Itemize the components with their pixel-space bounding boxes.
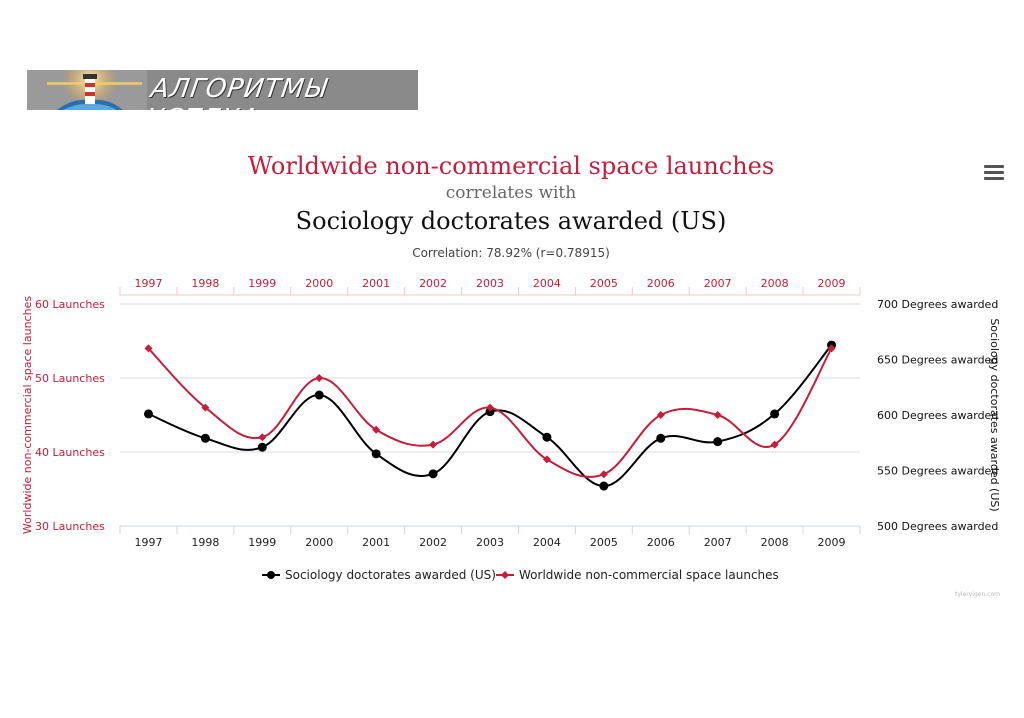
x-tick-label: 1998 [191,536,219,549]
x-tick-label-top: 1998 [191,277,219,290]
data-point [314,390,324,400]
x-tick-label: 2006 [647,536,675,549]
data-point [428,469,438,479]
x-tick-label: 2007 [704,536,732,549]
data-point [770,440,779,449]
data-point [371,449,381,459]
data-point [144,344,153,353]
data-point [713,437,723,447]
x-tick-label-top: 2004 [533,277,561,290]
data-point [200,433,210,443]
x-tick-label-top: 2005 [590,277,618,290]
x-tick-label-top: 2002 [419,277,447,290]
data-point [542,455,551,464]
x-tick-label-top: 2001 [362,277,390,290]
y-left-tick-label: 60 Launches [35,298,105,311]
x-tick-label: 2005 [590,536,618,549]
x-tick-label-top: 2008 [761,277,789,290]
data-point [485,407,495,417]
plot-area: 1997 1997 1998 1998 1999 1999 2000 2000 2001 2001… [21,277,1001,549]
x-tick-label: 2001 [362,536,390,549]
chart-title-2: Sociology doctorates awarded (US) [296,207,727,235]
legend-marker [267,571,275,579]
x-tick-label: 2008 [761,536,789,549]
data-point [599,481,609,491]
x-tick-label-top: 2000 [305,277,333,290]
data-point [486,403,494,412]
x-tick-label: 1997 [134,536,162,549]
x-tick-label-top: 2007 [704,277,732,290]
x-tick-label-top: 2006 [647,277,675,290]
y-right-tick-label: 700 Degrees awarded [877,298,998,311]
y-right-tick-label: 650 Degrees awarded [877,354,998,367]
y-left-tick-label: 30 Launches [35,520,105,533]
data-point [429,440,438,449]
data-point [258,433,267,442]
lighthouse-icon [27,70,147,110]
logo-banner: АЛГОРИТМЫ УСПЕХА [27,70,418,110]
y-right-tick-label: 500 Degrees awarded [877,520,998,533]
x-tick-label-top: 1997 [134,277,162,290]
x-tick-label: 2004 [533,536,561,549]
x-tick-label: 1999 [248,536,276,549]
x-tick-label-top: 2009 [818,277,846,290]
credit-text: tylervigen.com [955,591,1000,598]
data-point [827,344,836,353]
x-tick-label-top: 2003 [476,277,504,290]
x-tick-label: 2009 [818,536,846,549]
chart-panel [20,140,1024,600]
y-right-axis-label: Sociology doctorates awarded (US) [988,318,1001,511]
data-point [372,425,381,434]
chart-title: Worldwide non-commercial space launches [248,152,774,180]
data-point [656,433,666,443]
data-point [201,403,210,412]
correlation-text: Correlation: 78.92% (r=0.78915) [412,246,610,260]
menu-icon[interactable] [984,165,1004,181]
y-right-tick-label: 550 Degrees awarded [877,465,998,478]
data-point [542,432,552,442]
y-left-tick-label: 50 Launches [35,372,105,385]
y-left-tick-label: 40 Launches [35,446,105,459]
data-point [770,409,780,419]
legend-label: Worldwide non-commercial space launches [519,568,779,582]
legend-marker [501,571,509,579]
legend-label: Sociology doctorates awarded (US) [285,568,496,582]
legend: Sociology doctorates awarded (US) Worldwi… [262,568,779,582]
data-point [656,411,665,419]
x-tick-label-top: 1999 [248,277,276,290]
data-point [257,442,267,452]
x-tick-label: 2000 [305,536,333,549]
data-point [599,470,608,479]
data-point [713,411,722,419]
x-tick-label: 2003 [476,536,504,549]
data-point [143,409,153,419]
y-right-tick-label: 600 Degrees awarded [877,409,998,422]
chart-subtitle: correlates with [446,183,576,203]
y-left-axis-label: Worldwide non-commercial space launches [21,296,34,534]
x-tick-label: 2002 [419,536,447,549]
data-point [315,374,324,382]
